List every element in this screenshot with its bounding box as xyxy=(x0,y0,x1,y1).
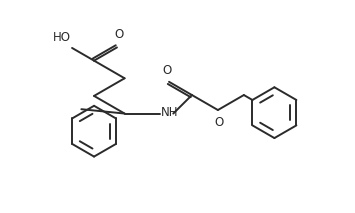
Text: O: O xyxy=(114,28,123,41)
Text: O: O xyxy=(214,116,223,129)
Text: O: O xyxy=(163,63,172,76)
Text: HO: HO xyxy=(53,32,71,45)
Text: NH: NH xyxy=(160,106,178,119)
